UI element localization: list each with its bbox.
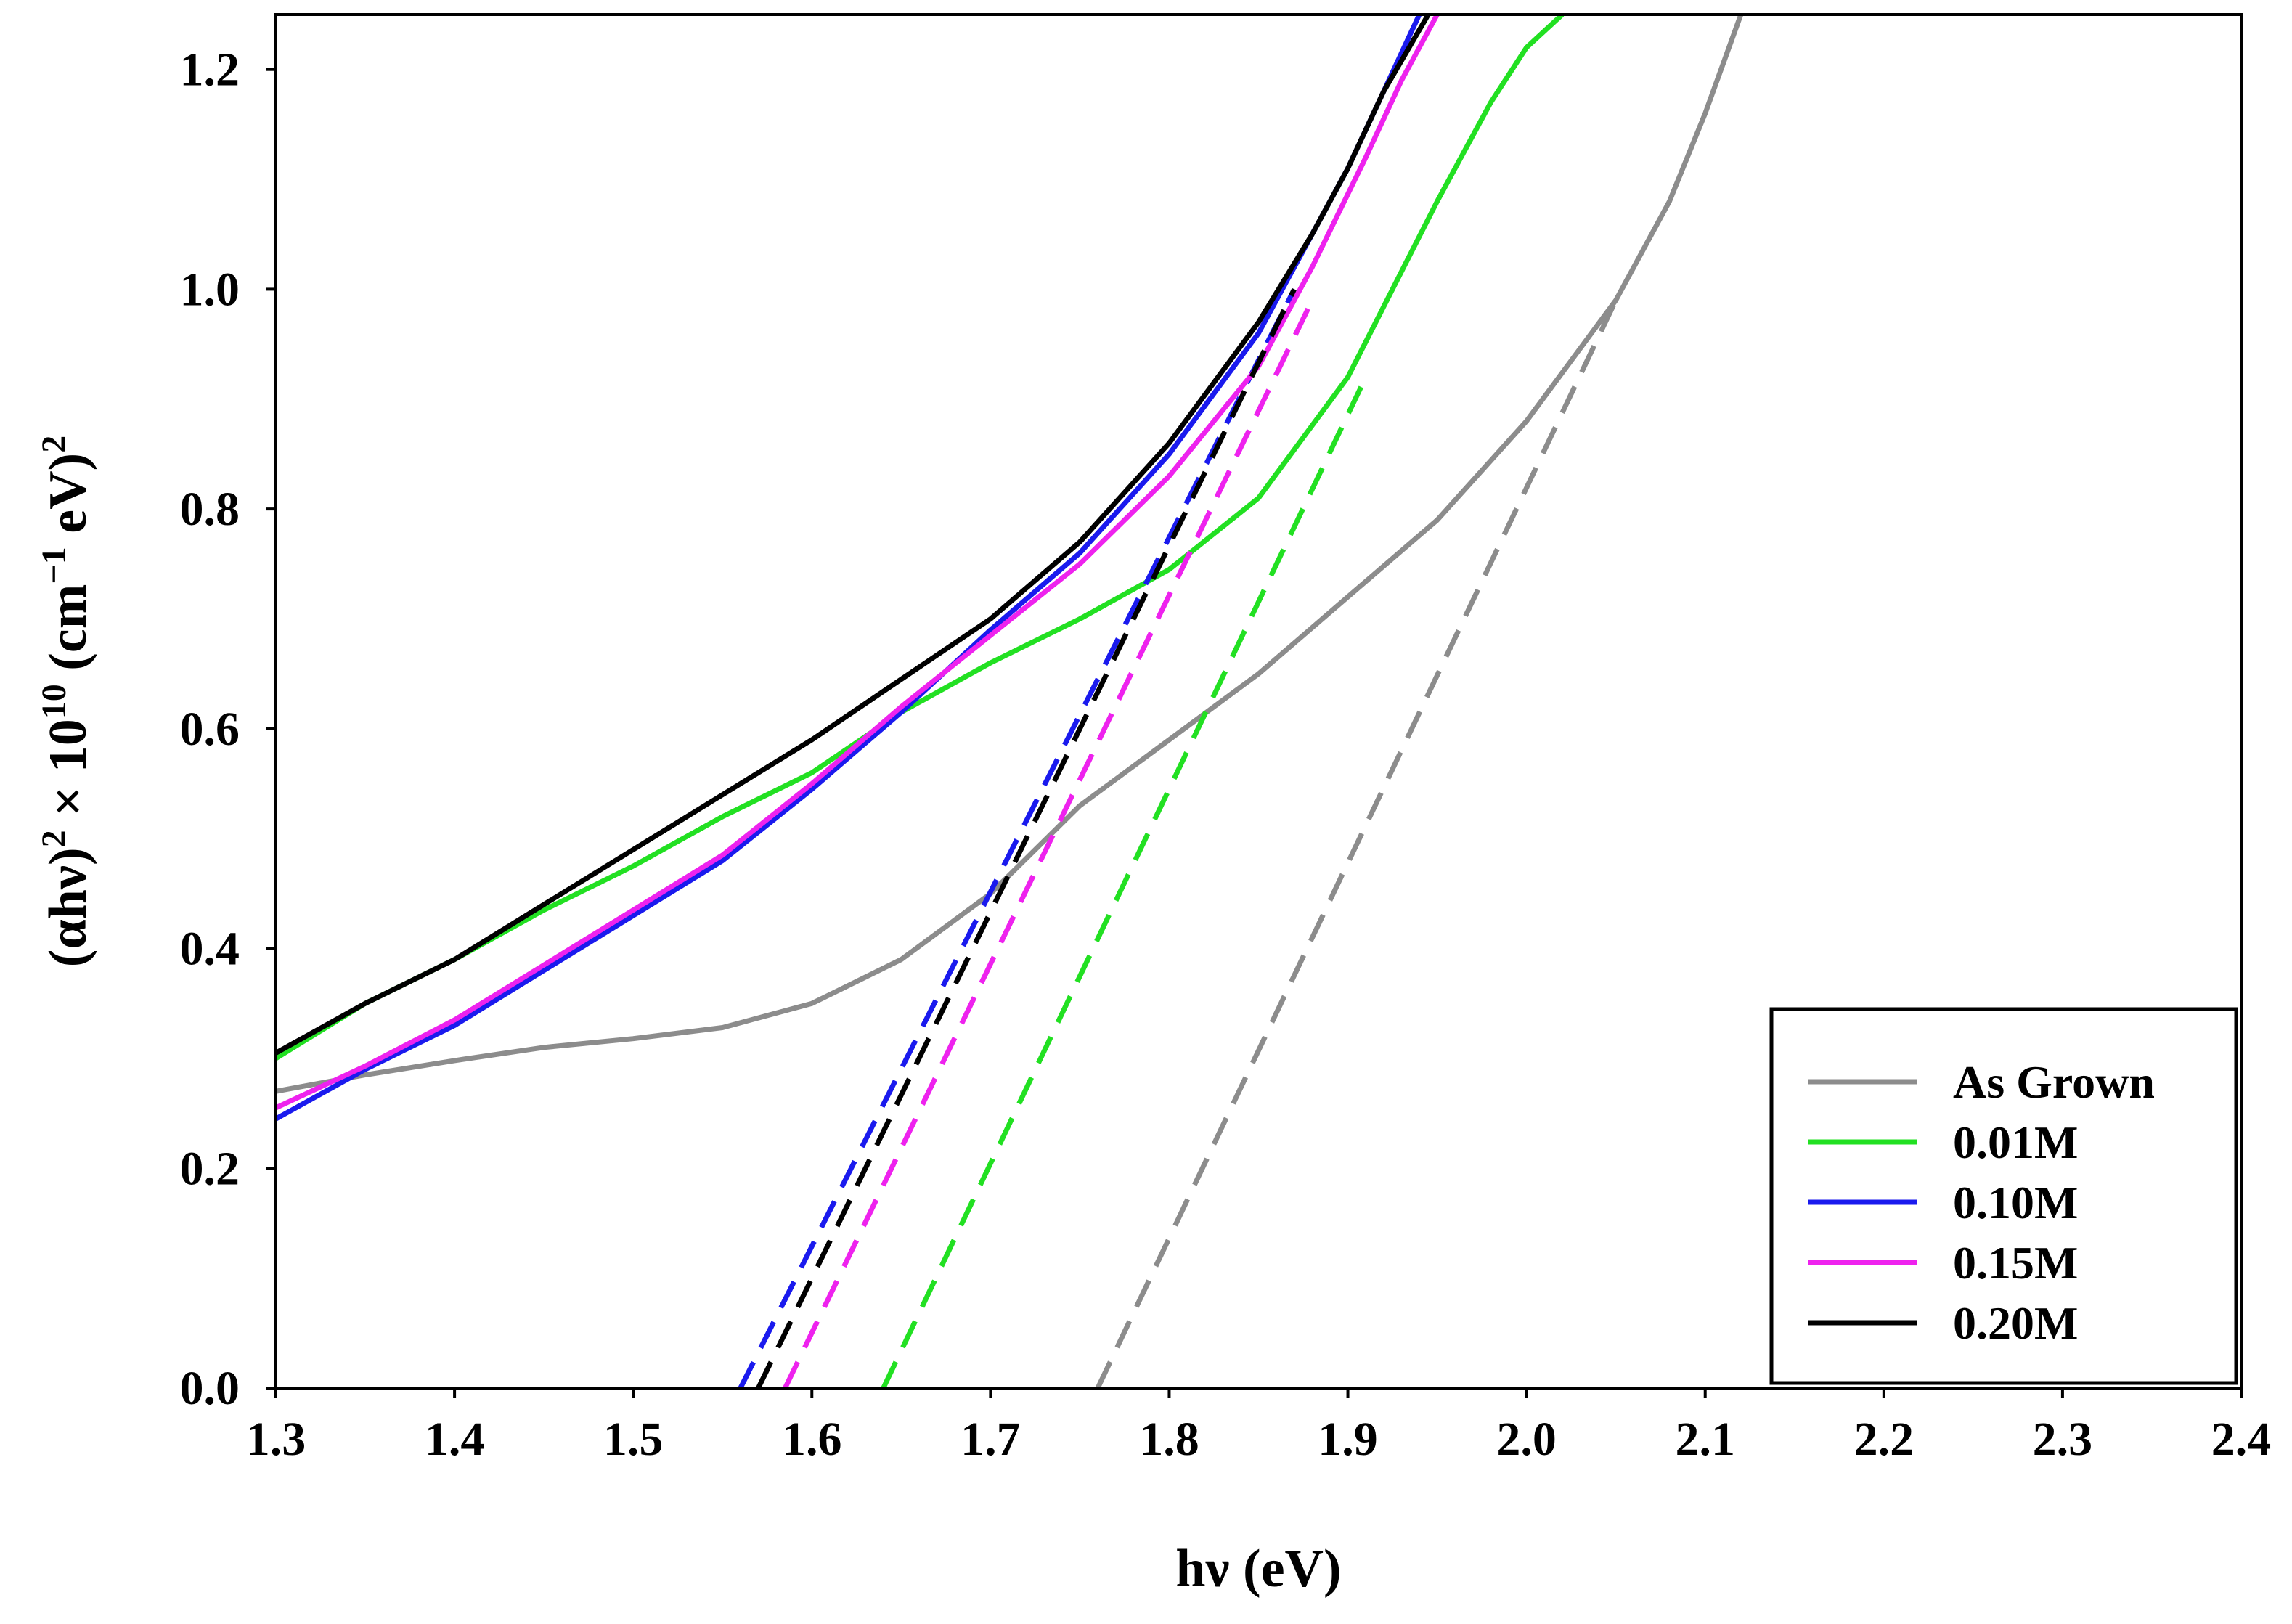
- y-title-sup1: 2: [35, 830, 73, 847]
- x-tick-label: 2.1: [1675, 1413, 1735, 1466]
- series-fit-line-2: [738, 287, 1297, 1388]
- plot-frame: [274, 13, 2243, 1390]
- series-curve-3: [276, 15, 1440, 1111]
- x-tick-label: 2.0: [1496, 1413, 1557, 1466]
- y-title-sup4: 2: [35, 436, 73, 453]
- y-tick-label: 0.6: [180, 703, 240, 756]
- series-curve-1: [276, 15, 1565, 1061]
- y-title-base: (αhν): [38, 847, 98, 967]
- y-title-times: × 10: [38, 719, 98, 830]
- x-axis-title: hν (eV): [1175, 1539, 1341, 1599]
- x-tick-label: 2.3: [2033, 1413, 2093, 1466]
- y-title-unit: (cm: [38, 584, 98, 685]
- x-tick-label: 2.2: [1854, 1413, 1914, 1466]
- x-tick-label: 1.9: [1318, 1413, 1378, 1466]
- data-layer: [276, 15, 1744, 1388]
- axes-layer: 1.3 1.4 1.5 1.6 1.7 1.8 1.9 2.0 2.1 2.2 2.3 2.4 0.0 0…: [180, 44, 2272, 1466]
- legend-label-0: As Grown: [1953, 1056, 2155, 1108]
- y-tick-label: 0.0: [180, 1362, 240, 1415]
- legend-label-4: 0.20M: [1953, 1297, 2078, 1349]
- y-tick-label: 0.2: [180, 1142, 240, 1195]
- legend-label-2: 0.10M: [1953, 1177, 2078, 1228]
- y-title-unit2: eV): [38, 453, 98, 547]
- y-axis-title: (αhν)2 × 1010 (cm−1 eV)2: [35, 436, 98, 967]
- y-tick-label: 1.2: [180, 44, 240, 97]
- x-tick-label: 1.3: [246, 1413, 306, 1466]
- x-tick-label: 1.8: [1139, 1413, 1199, 1466]
- y-tick-label: 0.8: [180, 483, 240, 536]
- series-fit-line-4: [756, 287, 1297, 1388]
- series-fit-line-1: [881, 375, 1369, 1388]
- series-curve-0: [276, 15, 1744, 1094]
- legend-label-1: 0.01M: [1953, 1117, 2078, 1168]
- series-fit-line-0: [1095, 299, 1618, 1388]
- x-tick-label: 1.6: [782, 1413, 842, 1466]
- x-tick-label: 1.4: [425, 1413, 485, 1466]
- y-title-sup2: 10: [35, 684, 73, 719]
- x-tick-label: 1.7: [961, 1413, 1021, 1466]
- y-tick-label: 1.0: [180, 263, 240, 316]
- series-fit-line-3: [783, 299, 1315, 1388]
- series-curve-4: [276, 15, 1431, 1056]
- y-title-sup3: −1: [35, 547, 73, 584]
- legend: As Grown 0.01M 0.10M 0.15M 0.20M: [1769, 1007, 2238, 1385]
- y-tick-label: 0.4: [180, 923, 240, 976]
- x-tick-label: 1.5: [603, 1413, 664, 1466]
- series-curve-2: [276, 15, 1422, 1122]
- x-tick-label: 2.4: [2211, 1413, 2272, 1466]
- legend-label-3: 0.15M: [1953, 1237, 2078, 1289]
